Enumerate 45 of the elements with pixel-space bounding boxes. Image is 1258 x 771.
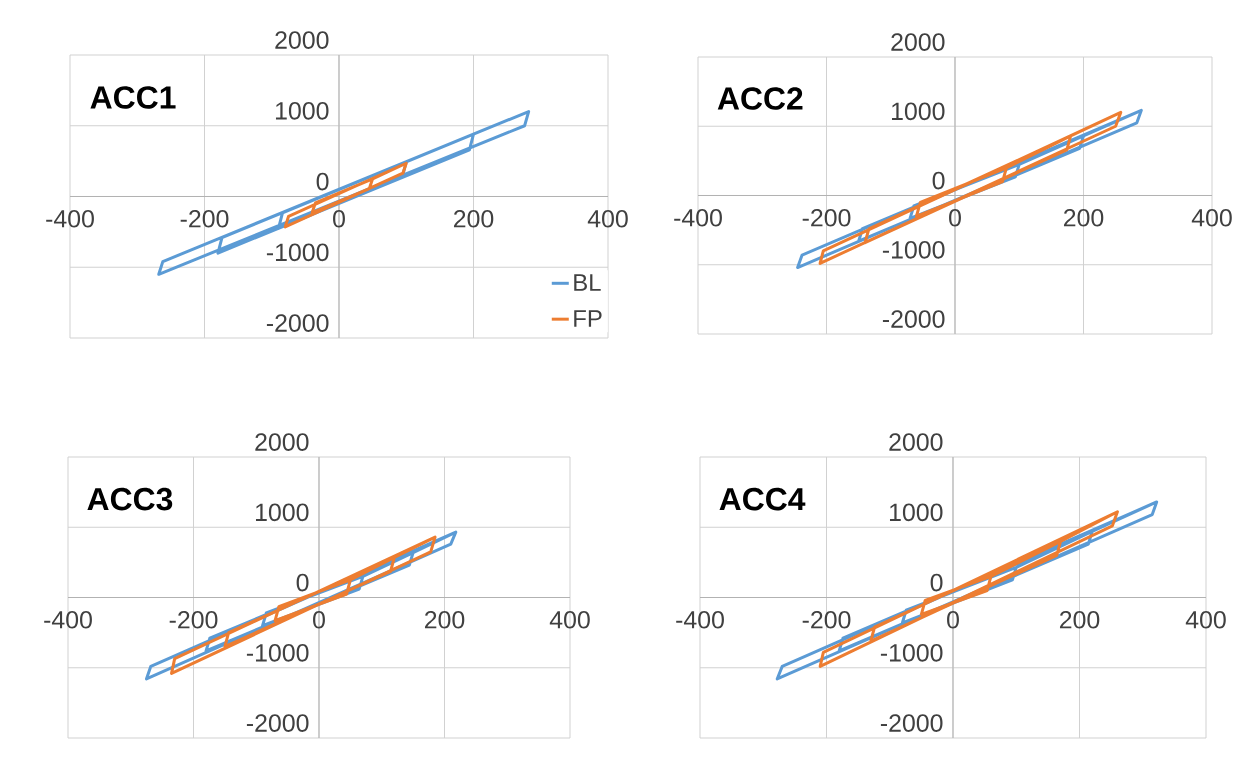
y-tick-label: 2000	[255, 433, 309, 451]
y-tick-label: 1000	[275, 101, 329, 120]
y-tick-label: 2000	[891, 33, 945, 51]
x-tick-label: 200	[453, 209, 494, 228]
y-tick-label: 1000	[889, 503, 943, 522]
x-tick-label: 0	[949, 208, 961, 227]
x-tick-label: -200	[802, 208, 851, 227]
x-tick-label: 400	[1185, 610, 1226, 629]
x-tick-label: 400	[587, 209, 628, 228]
x-tick-label: -200	[802, 610, 851, 629]
x-tick-label: -400	[676, 610, 724, 629]
x-tick-label: -400	[674, 208, 722, 227]
legend-label: BL	[574, 274, 601, 291]
y-tick-label: 1000	[891, 102, 945, 121]
y-tick-label: -1000	[266, 243, 329, 262]
x-tick-label: -200	[169, 610, 218, 629]
x-tick-label: 400	[1191, 208, 1232, 227]
x-tick-label: -400	[46, 209, 94, 228]
x-tick-label: -400	[44, 610, 92, 629]
y-tick-label: 0	[930, 573, 943, 592]
y-tick-label: -1000	[882, 240, 945, 259]
x-tick-label: 200	[1059, 610, 1100, 629]
legend-label: FP	[574, 310, 602, 327]
y-tick-label: -1000	[246, 643, 309, 662]
y-tick-label: -2000	[882, 310, 945, 328]
y-tick-label: -2000	[880, 714, 943, 732]
y-tick-label: -2000	[266, 314, 329, 332]
x-tick-label: -200	[180, 209, 229, 228]
text: ACC3	[87, 487, 173, 511]
x-tick-label: 200	[1063, 208, 1104, 227]
y-tick-label: -2000	[246, 714, 309, 732]
y-tick-label: 1000	[255, 503, 309, 522]
y-tick-label: 0	[932, 171, 945, 190]
text: ACC4	[719, 487, 806, 511]
x-tick-label: 400	[549, 610, 590, 629]
y-tick-label: -1000	[880, 643, 943, 662]
y-tick-label: 2000	[889, 433, 943, 451]
text: ACC1	[90, 86, 176, 109]
x-tick-label: 0	[947, 610, 959, 629]
text: ACC2	[717, 87, 803, 110]
x-tick-label: 200	[424, 610, 465, 629]
y-tick-label: 0	[316, 172, 329, 191]
y-tick-label: 0	[296, 573, 309, 592]
y-tick-label: 2000	[275, 31, 329, 49]
x-tick-label: 0	[333, 209, 345, 228]
